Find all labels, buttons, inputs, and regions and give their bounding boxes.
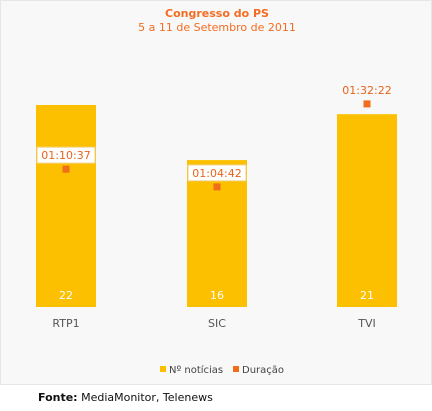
chart-area: Congresso do PS 5 a 11 de Setembro de 20…	[0, 0, 432, 385]
category-label-tvi: TVI	[357, 317, 376, 330]
bar-value-tvi: 21	[360, 289, 374, 302]
duration-label-sic: 01:04:42	[192, 167, 241, 180]
duration-label-rtp1: 01:10:37	[41, 149, 90, 162]
bar-value-rtp1: 22	[59, 289, 73, 302]
legend-swatch-duracao	[233, 366, 239, 372]
legend-swatch-noticias	[160, 366, 166, 372]
bar-tvi	[337, 114, 397, 307]
bar-sic	[187, 160, 247, 307]
duration-marker-tvi	[363, 100, 371, 108]
source-label: Fonte:	[38, 391, 78, 404]
duration-marker-rtp1	[62, 165, 70, 173]
bar-rtp1	[36, 104, 96, 307]
source-note: Fonte: MediaMonitor, Telenews	[38, 391, 213, 404]
chart-title: Congresso do PS	[165, 7, 269, 20]
category-label-rtp1: RTP1	[52, 317, 79, 330]
legend-label-noticias: Nº notícias	[169, 364, 223, 376]
duration-label-tvi: 01:32:22	[342, 84, 391, 97]
bar-value-sic: 16	[210, 289, 224, 302]
chart-subtitle: 5 a 11 de Setembro de 2011	[138, 21, 296, 34]
duration-label-box-rtp1	[36, 146, 96, 164]
duration-marker-sic	[213, 183, 221, 191]
source-text: MediaMonitor, Telenews	[77, 391, 213, 404]
duration-label-box-sic	[187, 164, 247, 182]
legend-label-duracao: Duração	[242, 365, 284, 376]
chart-legend: Nº notícias Duração	[160, 364, 284, 376]
category-label-sic: SIC	[208, 317, 226, 330]
bar-line-chart: Congresso do PS 5 a 11 de Setembro de 20…	[36, 7, 397, 376]
